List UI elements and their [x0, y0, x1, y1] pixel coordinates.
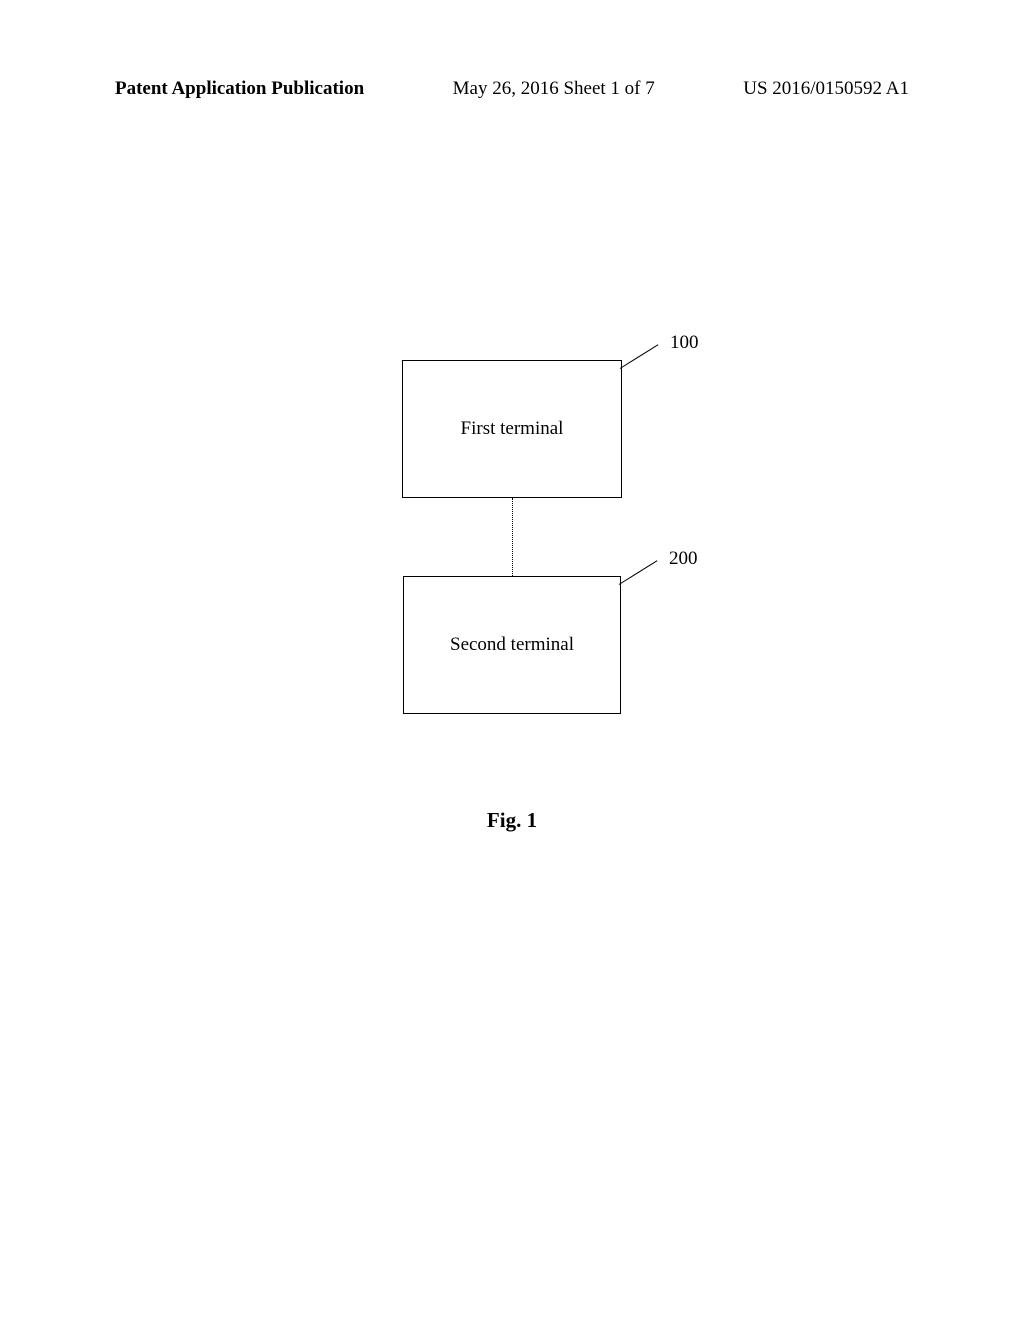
header-date-sheet: May 26, 2016 Sheet 1 of 7 — [453, 78, 655, 100]
first-terminal-box: First terminal — [402, 360, 622, 498]
ref-line-2 — [619, 560, 658, 585]
figure-caption: Fig. 1 — [0, 808, 1024, 833]
ref-label-2: 200 — [669, 548, 698, 570]
header-publication-label: Patent Application Publication — [115, 78, 364, 100]
diagram-container: First terminal 100 Second terminal 200 — [0, 360, 1024, 714]
ref-line-1 — [620, 344, 659, 369]
second-terminal-box: Second terminal — [403, 576, 621, 714]
box-2-wrapper: Second terminal 200 — [403, 576, 621, 714]
ref-label-1: 100 — [670, 332, 699, 354]
header-patent-number: US 2016/0150592 A1 — [743, 78, 909, 100]
first-terminal-label: First terminal — [461, 418, 564, 440]
connector-line — [512, 498, 513, 576]
page-header: Patent Application Publication May 26, 2… — [0, 78, 1024, 100]
box-1-wrapper: First terminal 100 — [402, 360, 622, 498]
second-terminal-label: Second terminal — [450, 634, 574, 656]
